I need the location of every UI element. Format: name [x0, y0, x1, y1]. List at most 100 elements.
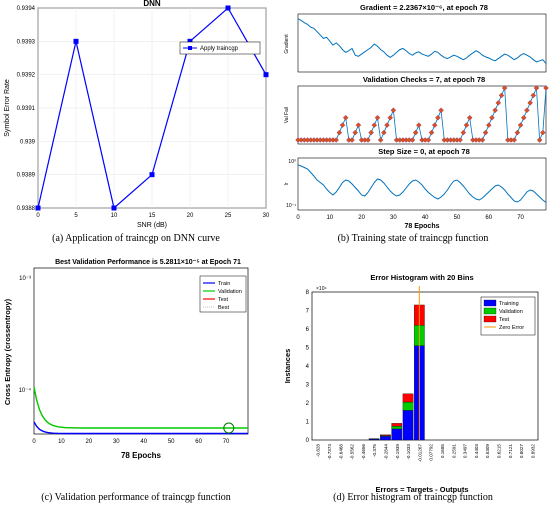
dnn-ylabel: Symbol Error Rate [4, 79, 11, 137]
dnn-y-tick-label: 0.9392 [17, 73, 36, 79]
dnn-data-point [112, 206, 117, 211]
performance-x-tick-label: 40 [140, 439, 147, 445]
performance-x-tick-label: 50 [168, 439, 175, 445]
valfail-title: Validation Checks = 7, at epoch 78 [363, 75, 485, 84]
histogram-x-tick-label: 0.07792 [429, 444, 434, 461]
performance-y-tick-label: 10⁻⁴ [19, 387, 32, 394]
histogram-ylabel: Instances [283, 349, 292, 384]
dnn-x-tick-label: 30 [263, 213, 270, 219]
training-xlabel: 78 Epochs [404, 223, 439, 230]
histogram-legend-swatch [484, 316, 496, 322]
histogram-bar-training [403, 410, 413, 440]
valfail-plot [298, 86, 546, 144]
performance-x-tick-label: 10 [58, 439, 65, 445]
stepsize-title: Step Size = 0, at epoch 78 [378, 147, 470, 156]
caption-c: (c) Validation performance of traincgp f… [0, 492, 272, 503]
training-x-tick-label: 10 [326, 215, 333, 221]
dnn-x-tick-label: 25 [225, 213, 232, 219]
dnn-legend-marker [188, 46, 192, 50]
training-x-tick-label: 0 [296, 215, 300, 221]
histogram-y-tick-label: 0 [306, 438, 310, 444]
dnn-legend: Apply traincgp [180, 42, 260, 54]
dnn-title: DNN [143, 0, 161, 8]
dnn-x-tick-label: 5 [74, 213, 78, 219]
performance-chart: Best Validation Performance is 5.2811×10… [0, 250, 272, 509]
histogram-bar-validation [403, 402, 413, 410]
performance-ylabel: Cross Entropy (crossentropy) [3, 298, 12, 405]
performance-x-tick-label: 0 [32, 439, 36, 445]
dnn-legend-label: Apply traincgp [200, 46, 239, 52]
histogram-legend-swatch [484, 308, 496, 314]
dnn-x-tick-label: 10 [111, 213, 118, 219]
stepsize-ylabel: lr [284, 182, 290, 185]
histogram-x-tick-label: -0.4656 [361, 444, 366, 460]
dnn-chart: DNN SNR (dB) Symbol Error Rate 0.9388 0.9… [0, 0, 272, 230]
histogram-y-tick-label: 4 [306, 364, 310, 370]
dnn-x-tick-label: 0 [36, 213, 40, 219]
dnn-y-tick-label: 0.9388 [17, 206, 36, 212]
gradient-ylabel: Gradient [284, 34, 290, 54]
performance-x-tick-label: 20 [86, 439, 93, 445]
performance-x-tick-label: 60 [195, 439, 202, 445]
caption-b: (b) Training state of traincgp function [276, 233, 550, 244]
histogram-chart: Error Histogram with 20 Bins ×10⁴ Errors… [276, 250, 550, 509]
dnn-data-point [150, 172, 155, 177]
histogram-x-tick-label: -0.2844 [383, 444, 388, 460]
training-x-tick-label: 50 [454, 215, 461, 221]
dnn-data-point [74, 39, 79, 44]
dnn-data-point [226, 6, 231, 11]
performance-legend-label: Validation [218, 289, 242, 295]
performance-xlabel: 78 Epochs [121, 451, 162, 460]
histogram-x-tick-label: 0.3497 [463, 444, 468, 458]
histogram-x-tick-label: 0.1685 [440, 444, 445, 458]
histogram-x-tick-label: -0.01267 [417, 444, 422, 463]
histogram-x-tick-label: -0.1939 [395, 444, 400, 460]
dnn-x-tick-label: 15 [149, 213, 156, 219]
histogram-title: Error Histogram with 20 Bins [370, 273, 473, 282]
performance-legend-label: Best [218, 305, 229, 311]
histogram-x-tick-label: 0.7121 [508, 444, 513, 458]
training-x-tick-label: 40 [422, 215, 429, 221]
dnn-y-tick-label: 0.9389 [17, 173, 36, 179]
histogram-x-tick-label: -0.1033 [406, 444, 411, 460]
histogram-x-tick-label: 0.5309 [485, 444, 490, 458]
histogram-x-tick-label: 0.8932 [530, 444, 535, 458]
caption-d: (d) Error histogram of traincgp function [276, 492, 550, 503]
histogram-y-exponent: ×10⁴ [316, 286, 327, 292]
histogram-bar-training [392, 429, 402, 440]
training-x-tick-label: 60 [485, 215, 492, 221]
histogram-y-tick-label: 1 [306, 420, 310, 426]
dnn-data-point [264, 72, 269, 77]
histogram-x-tick-label: -0.828 [316, 444, 321, 457]
training-state-chart: Gradient = 2.2367×10⁻⁶, at epoch 78 Grad… [276, 0, 550, 250]
performance-legend: Train Validation Test Best [200, 276, 246, 312]
performance-legend-label: Train [218, 281, 230, 287]
histogram-y-tick-label: 5 [306, 346, 310, 352]
training-x-tick-label: 70 [517, 215, 524, 221]
performance-y-tick-label: 10⁻³ [19, 276, 31, 282]
dnn-y-tick-label: 0.9391 [17, 106, 36, 112]
histogram-bar-test [403, 394, 413, 402]
histogram-bar-validation [392, 426, 402, 429]
panel-b-training-state: Gradient = 2.2367×10⁻⁶, at epoch 78 Grad… [276, 0, 550, 250]
valfail-ylabel: Val Fail [284, 107, 290, 123]
histogram-y-tick-label: 3 [306, 383, 310, 389]
training-x-tick-label: 20 [358, 215, 365, 221]
histogram-bar-training [380, 436, 390, 440]
histogram-x-tick-label: 0.8027 [519, 444, 524, 458]
histogram-x-tick-label: 0.6215 [496, 444, 501, 458]
histogram-y-tick-label: 2 [306, 401, 310, 407]
dnn-y-tick-label: 0.9394 [17, 6, 36, 12]
histogram-x-tick-label: 0.4403 [474, 444, 479, 458]
histogram-x-tick-label: -0.6468 [338, 444, 343, 460]
caption-a: (a) Application of traincgp on DNN curve [0, 233, 272, 244]
histogram-legend-label: Training [499, 301, 519, 307]
dnn-xlabel: SNR (dB) [137, 222, 167, 229]
histogram-x-tick-label: -0.375 [372, 444, 377, 457]
training-x-tick-label: 30 [390, 215, 397, 221]
performance-legend-label: Test [218, 297, 229, 303]
dnn-x-tick-label: 20 [187, 213, 194, 219]
performance-x-tick-label: 70 [223, 439, 230, 445]
dnn-y-tick-label: 0.939 [20, 139, 36, 145]
